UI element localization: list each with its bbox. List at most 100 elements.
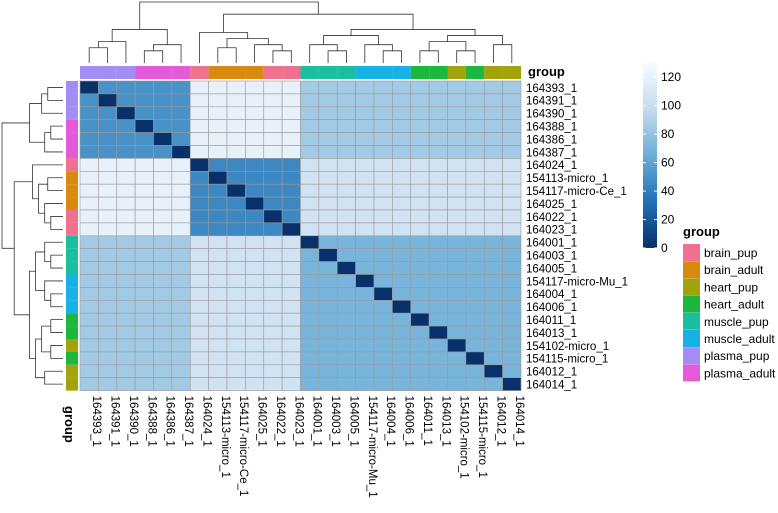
heatmap-cell — [428, 338, 448, 353]
heatmap-cell — [483, 312, 503, 327]
heatmap-cell — [428, 171, 448, 185]
heatmap-cell — [98, 93, 118, 108]
heatmap-cell — [79, 312, 99, 327]
heatmap-cell — [171, 377, 191, 391]
row-annotation-cell — [66, 93, 78, 107]
dendrogram-branch — [428, 41, 467, 51]
heatmap-cell — [263, 248, 283, 262]
dendrogram-branch — [254, 44, 283, 63]
heatmap-cell — [263, 312, 283, 327]
dendrogram-branch — [272, 50, 292, 63]
heatmap-cell — [483, 261, 503, 275]
legend-item-label: brain_adult — [704, 263, 764, 277]
dendrogram-branch — [50, 293, 63, 308]
heatmap-cell — [134, 93, 154, 108]
heatmap-cell — [336, 248, 356, 262]
heatmap-cell — [447, 183, 467, 198]
heatmap-cell — [428, 325, 448, 340]
heatmap-cell — [392, 338, 412, 353]
colorbar-tick-label: 80 — [661, 127, 675, 141]
heatmap-cell — [428, 261, 448, 275]
heatmap-cell — [392, 364, 412, 378]
heatmap-cell — [483, 235, 503, 250]
heatmap-cell — [189, 287, 209, 301]
heatmap-cell — [153, 377, 173, 391]
heatmap-cell — [300, 364, 320, 378]
heatmap-cell — [98, 119, 118, 133]
column-label: 154117-micro-Mu_1 — [366, 396, 378, 498]
heatmap-cell — [226, 235, 246, 250]
heatmap-cell — [79, 287, 99, 301]
heatmap-cell — [245, 312, 265, 327]
heatmap-cell — [79, 248, 99, 262]
column-annotation-cell — [355, 66, 374, 79]
heatmap-cell — [134, 222, 154, 237]
column-label: 164011_1 — [421, 396, 433, 446]
heatmap-cell — [189, 158, 209, 172]
dendrogram-branch — [88, 47, 108, 63]
heatmap-cell — [336, 325, 356, 340]
dendrogram-branch — [50, 345, 63, 359]
heatmap-cell — [483, 196, 503, 211]
heatmap-cell — [465, 196, 485, 211]
heatmap-cell — [226, 364, 246, 378]
heatmap-cell — [263, 196, 283, 211]
heatmap-cell — [447, 248, 467, 262]
heatmap-cell — [502, 299, 522, 314]
heatmap-cell — [208, 158, 228, 172]
heatmap-cell — [208, 338, 228, 353]
heatmap-cell — [373, 274, 393, 288]
row-labels: 164393_1164391_1164390_1164388_1164386_1… — [526, 83, 628, 392]
row-annotation-cell — [66, 274, 78, 288]
heatmap-cell — [116, 132, 136, 146]
heatmap-cell — [336, 377, 356, 391]
dendrogram-branch — [226, 38, 269, 48]
heatmap-cell — [465, 351, 485, 366]
heatmap-cell — [134, 132, 154, 146]
heatmap-cell — [281, 261, 301, 275]
heatmap-cell — [336, 261, 356, 275]
heatmap-cell — [245, 299, 265, 314]
row-label: 164387_1 — [526, 147, 577, 159]
heatmap-cell — [98, 171, 118, 185]
heatmap-cell — [447, 274, 467, 288]
heatmap-cell — [79, 183, 99, 198]
heatmap-cell — [392, 183, 412, 198]
heatmap-cell — [355, 93, 375, 108]
heatmap-cell — [483, 325, 503, 340]
row-label: 164006_1 — [526, 302, 577, 314]
heatmap-cell — [98, 377, 118, 391]
heatmap-cell — [300, 93, 320, 108]
heatmap-cell — [153, 364, 173, 378]
heatmap-cell — [171, 274, 191, 288]
heatmap-cell — [483, 183, 503, 198]
heatmap-cell — [336, 274, 356, 288]
column-annotation-cell — [116, 66, 136, 79]
heatmap-cell — [300, 183, 320, 198]
heatmap-cell — [318, 132, 338, 146]
heatmap-cell — [98, 351, 118, 366]
heatmap-cell — [428, 299, 448, 314]
heatmap-cell — [428, 106, 448, 121]
heatmap-cell — [392, 209, 412, 224]
legend-item-label: heart_pup — [704, 280, 758, 294]
heatmap-cell — [171, 171, 191, 185]
heatmap-cell — [281, 196, 301, 211]
heatmap-cell — [410, 248, 430, 262]
heatmap-cell — [226, 196, 246, 211]
heatmap-cell — [428, 93, 448, 108]
heatmap-cell — [226, 248, 246, 262]
colorbar-tick-label: 20 — [661, 213, 675, 227]
heatmap-cell — [208, 377, 228, 391]
legend-item-label: muscle_adult — [704, 332, 775, 346]
heatmap-cell — [318, 119, 338, 133]
heatmap-cell — [79, 325, 99, 340]
dendrogram-branch — [456, 50, 476, 63]
heatmap-cell — [502, 183, 522, 198]
heatmap-cell — [447, 196, 467, 211]
heatmap-cell — [502, 338, 522, 353]
heatmap-cell — [410, 196, 430, 211]
heatmap-cell — [245, 209, 265, 224]
column-annotation-cell — [337, 66, 356, 79]
heatmap-cell — [336, 196, 356, 211]
